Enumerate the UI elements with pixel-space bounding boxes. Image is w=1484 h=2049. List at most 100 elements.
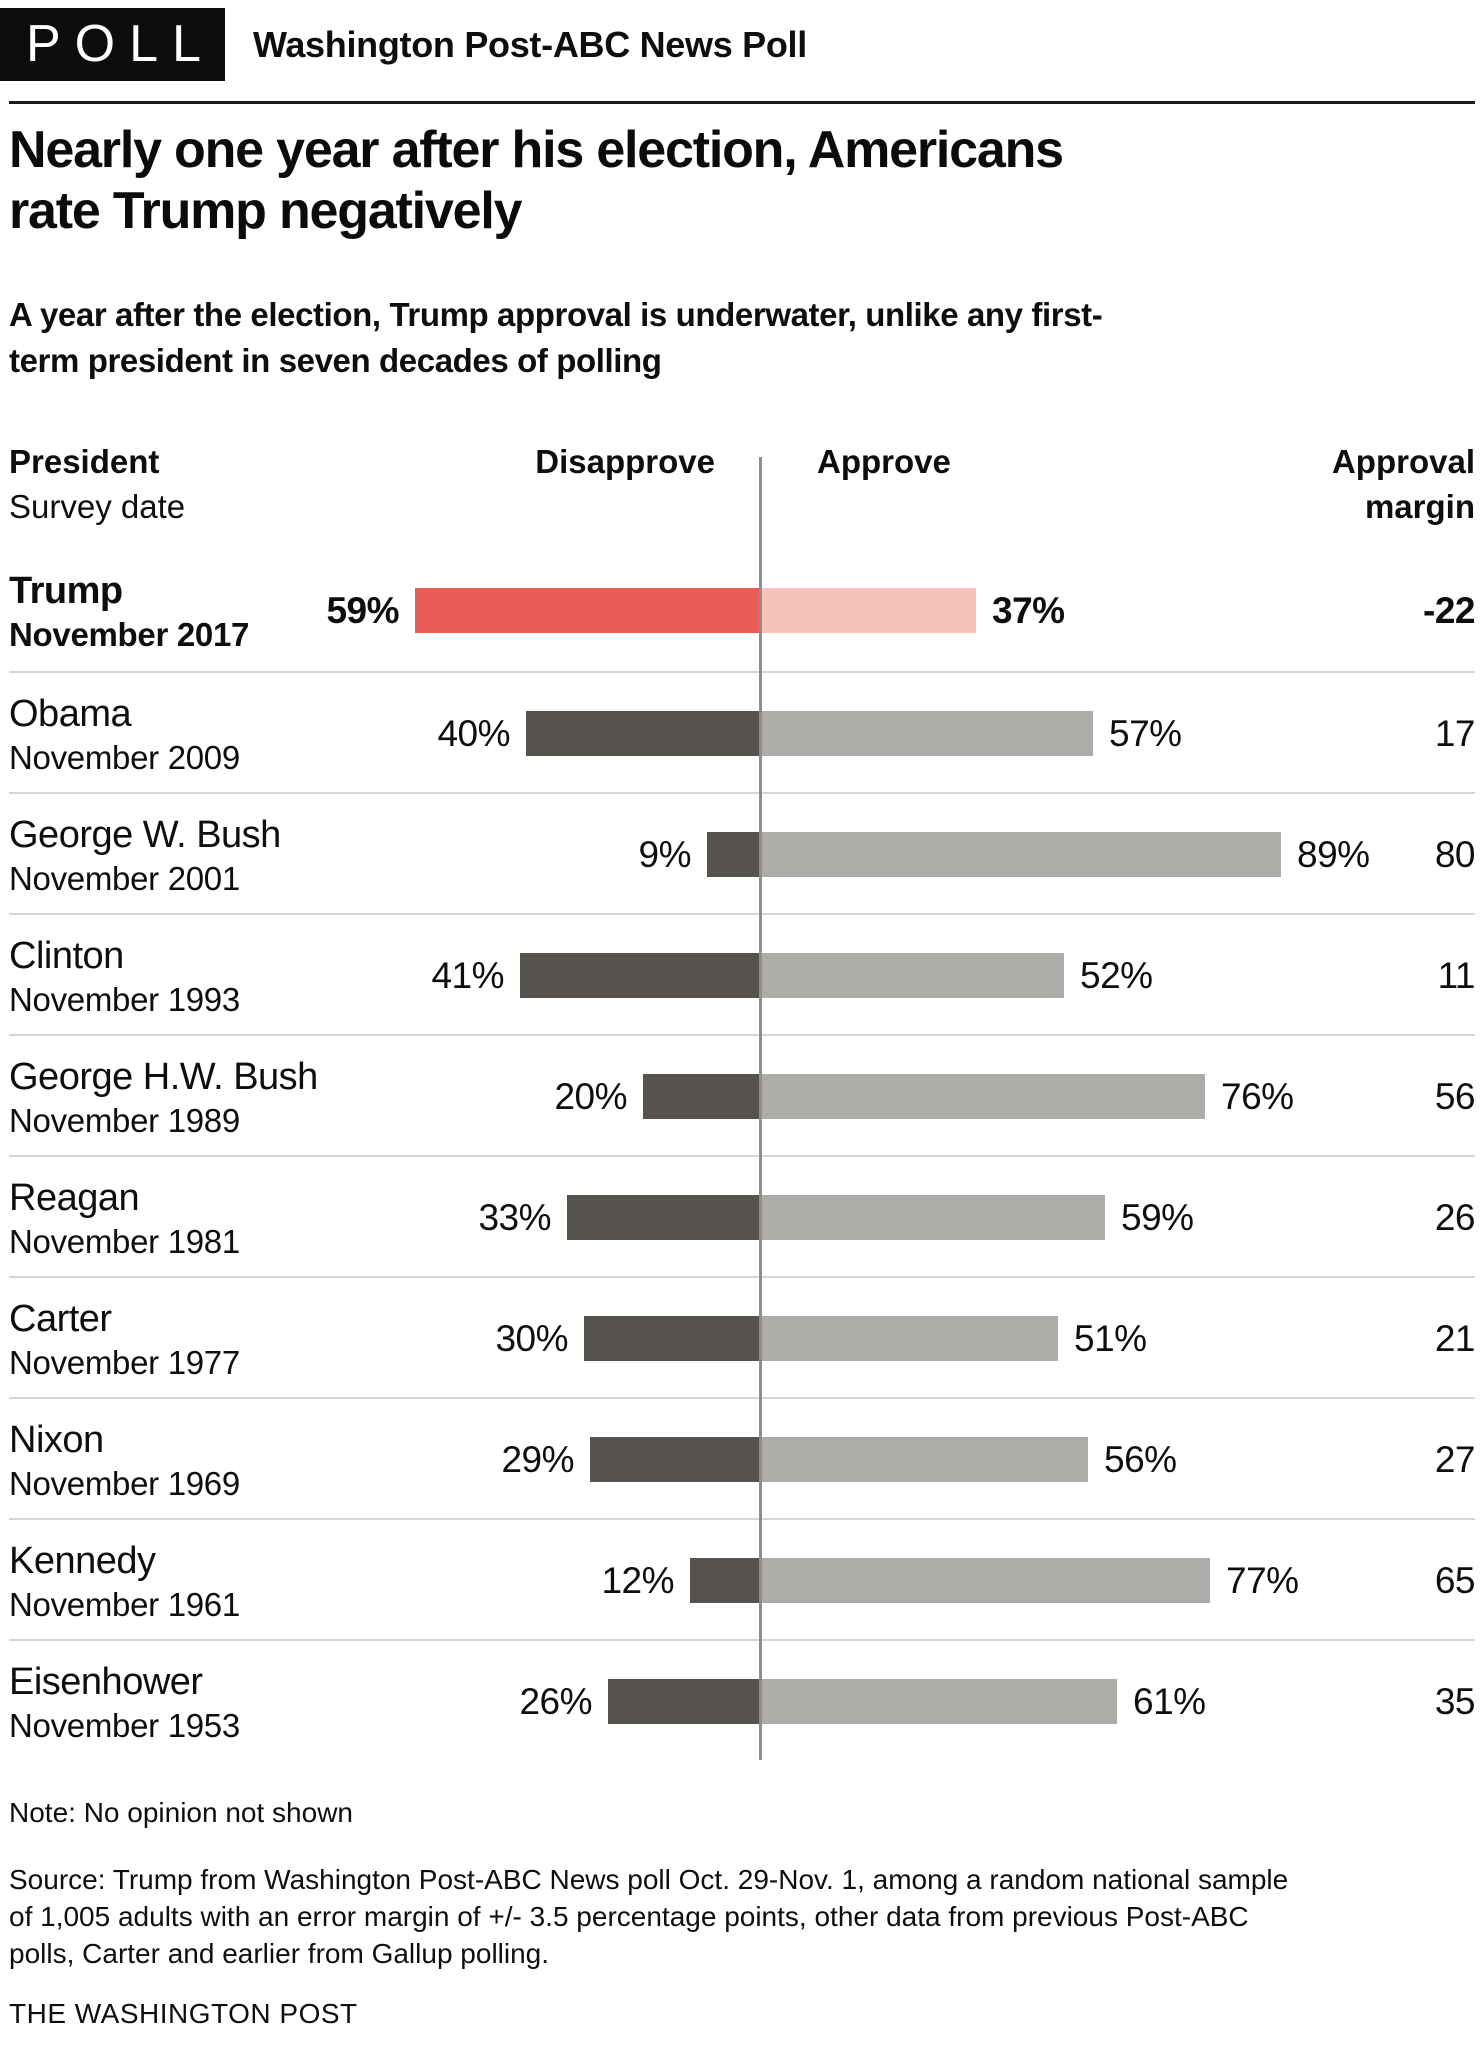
- zero-axis-line: [759, 457, 762, 1760]
- approval-margin-value: 26: [1434, 1196, 1476, 1238]
- headline: Nearly one year after his election, Amer…: [9, 121, 1064, 240]
- president-name: Reagan: [9, 1177, 140, 1219]
- approve-value: 57%: [1109, 712, 1182, 754]
- disapprove-bar-segment: [567, 1195, 760, 1240]
- rating-bar: [415, 588, 976, 633]
- note-text: Note: No opinion not shown: [9, 1797, 353, 1828]
- approve-bar-segment: [760, 1437, 1088, 1482]
- approval-margin-value: 56: [1434, 1075, 1476, 1117]
- approval-chart: President Survey date Disapprove Approve…: [9, 439, 1476, 1760]
- kicker-title: Washington Post-ABC News Poll: [252, 23, 807, 65]
- rating-bar: [690, 1558, 1210, 1603]
- approval-margin-value: 35: [1434, 1680, 1476, 1722]
- rating-bar: [584, 1316, 1058, 1361]
- approve-bar-segment: [760, 1679, 1117, 1724]
- survey-date: November 1989: [9, 1102, 240, 1139]
- survey-date: November 1977: [9, 1344, 240, 1381]
- president-label: George W. Bush November 2001: [9, 812, 281, 900]
- president-label: Nixon November 1969: [9, 1417, 240, 1505]
- poll-badge: POLL: [0, 8, 225, 81]
- president-name: Clinton: [9, 935, 124, 977]
- source-text: Source: Trump from Washington Post-ABC N…: [9, 1864, 1289, 1969]
- poll-row: Obama November 2009 40% 57% 17: [9, 671, 1476, 792]
- approval-margin-value: 21: [1434, 1317, 1476, 1359]
- approval-margin-value: -22: [1423, 589, 1475, 631]
- survey-date: November 1981: [9, 1223, 240, 1260]
- approve-value: 51%: [1074, 1317, 1147, 1359]
- disapprove-value: 40%: [437, 712, 510, 754]
- approve-value: 52%: [1080, 954, 1153, 996]
- approve-value: 61%: [1133, 1680, 1206, 1722]
- poll-row: Trump November 2017 59% 37% -22: [9, 550, 1476, 671]
- president-name: Carter: [9, 1298, 112, 1340]
- disapprove-value: 33%: [478, 1196, 551, 1238]
- poll-row: Clinton November 1993 41% 52% 11: [9, 913, 1476, 1034]
- disapprove-bar-segment: [526, 711, 760, 756]
- survey-date: November 1953: [9, 1707, 240, 1744]
- approve-bar-segment: [760, 1316, 1058, 1361]
- president-name: Trump: [9, 570, 123, 612]
- rating-bar: [520, 953, 1064, 998]
- disapprove-bar-segment: [690, 1558, 760, 1603]
- approval-margin-value: 17: [1434, 712, 1476, 754]
- president-label: Obama November 2009: [9, 691, 240, 779]
- president-name: George H.W. Bush: [9, 1056, 318, 1098]
- disapprove-bar-segment: [415, 588, 760, 633]
- column-header-survey-date: Survey date: [9, 488, 186, 525]
- approve-value: 89%: [1297, 833, 1370, 875]
- survey-date: November 2009: [9, 739, 240, 776]
- approve-bar-segment: [760, 588, 976, 633]
- approve-bar-segment: [760, 1558, 1210, 1603]
- survey-date: November 2001: [9, 860, 240, 897]
- poll-row: George H.W. Bush November 1989 20% 76% 56: [9, 1034, 1476, 1155]
- poll-row: Eisenhower November 1953 26% 61% 35: [9, 1639, 1476, 1760]
- poll-row: Carter November 1977 30% 51% 21: [9, 1276, 1476, 1397]
- president-name: Eisenhower: [9, 1661, 203, 1703]
- subtitle: A year after the election, Trump approva…: [9, 296, 1103, 379]
- survey-date: November 1993: [9, 981, 240, 1018]
- approval-margin-value: 65: [1434, 1559, 1476, 1601]
- president-label: Reagan November 1981: [9, 1175, 240, 1263]
- footer-brand: THE WASHINGTON POST: [9, 1998, 358, 2029]
- chart-rows: Trump November 2017 59% 37% -22 Obama November…: [9, 550, 1476, 1760]
- approve-value: 56%: [1104, 1438, 1177, 1480]
- approval-margin-value: 27: [1434, 1438, 1476, 1480]
- president-label: Clinton November 1993: [9, 933, 240, 1021]
- disapprove-bar-segment: [584, 1316, 760, 1361]
- survey-date: November 1969: [9, 1465, 240, 1502]
- disapprove-value: 20%: [554, 1075, 627, 1117]
- poll-row: Reagan November 1981 33% 59% 26: [9, 1155, 1476, 1276]
- rating-bar: [643, 1074, 1205, 1119]
- rating-bar: [707, 832, 1281, 877]
- president-name: Nixon: [9, 1419, 104, 1461]
- president-label: Carter November 1977: [9, 1296, 240, 1384]
- rating-bar: [608, 1679, 1117, 1724]
- survey-date: November 2017: [9, 616, 250, 653]
- column-header-disapprove: Disapprove: [535, 443, 715, 480]
- president-label: Trump November 2017: [9, 568, 249, 656]
- poll-row: Nixon November 1969 29% 56% 27: [9, 1397, 1476, 1518]
- approval-margin-value: 11: [1437, 954, 1476, 996]
- approval-margin-value: 80: [1434, 833, 1476, 875]
- approve-bar-segment: [760, 953, 1064, 998]
- approve-value: 76%: [1221, 1075, 1294, 1117]
- approve-bar-segment: [760, 832, 1281, 877]
- approve-value: 59%: [1121, 1196, 1194, 1238]
- approve-bar-segment: [760, 1195, 1105, 1240]
- disapprove-bar-segment: [590, 1437, 760, 1482]
- president-label: Kennedy November 1961: [9, 1538, 240, 1626]
- disapprove-value: 41%: [431, 954, 504, 996]
- president-label: Eisenhower November 1953: [9, 1659, 240, 1747]
- column-header-approval-margin: Approval margin: [1331, 443, 1475, 525]
- disapprove-bar-segment: [608, 1679, 760, 1724]
- rating-bar: [526, 711, 1093, 756]
- poll-row: Kennedy November 1961 12% 77% 65: [9, 1518, 1476, 1639]
- president-label: George H.W. Bush November 1989: [9, 1054, 318, 1142]
- poll-row: George W. Bush November 2001 9% 89% 80: [9, 792, 1476, 913]
- disapprove-value: 26%: [519, 1680, 592, 1722]
- disapprove-bar-segment: [520, 953, 760, 998]
- chart-column-headers: President Survey date Disapprove Approve…: [9, 439, 1475, 550]
- approve-bar-segment: [760, 711, 1093, 756]
- rating-bar: [567, 1195, 1105, 1240]
- approve-bar-segment: [760, 1074, 1205, 1119]
